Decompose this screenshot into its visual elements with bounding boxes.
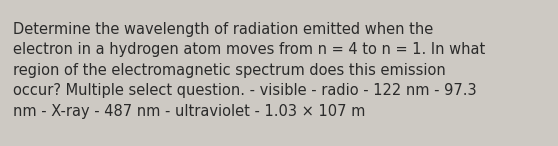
Text: Determine the wavelength of radiation emitted when the
electron in a hydrogen at: Determine the wavelength of radiation em… [13,22,485,119]
